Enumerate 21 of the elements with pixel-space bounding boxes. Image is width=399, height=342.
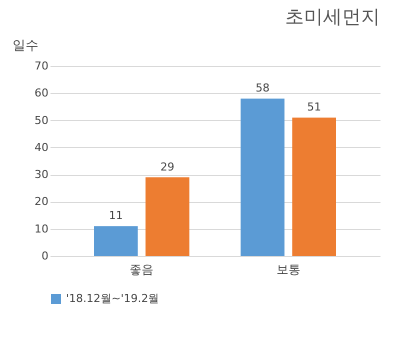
data-label: 29: [160, 160, 174, 174]
x-tick-label: 좋음: [130, 262, 154, 276]
data-label: 11: [108, 209, 123, 222]
y-tick-label: 20: [34, 195, 48, 208]
bar: [240, 98, 284, 256]
chart-title: 초미세먼지: [285, 6, 380, 28]
y-tick-label: 60: [34, 86, 48, 100]
y-tick-label: 40: [34, 140, 48, 154]
x-tick-label: 보통: [276, 262, 300, 276]
y-tick-label: 70: [34, 60, 48, 72]
legend-label: '18.12월~'19.2월: [66, 292, 160, 305]
bar: [94, 226, 138, 256]
y-tick-label: 50: [34, 114, 48, 127]
y-tick-label: 0: [42, 250, 48, 262]
data-label: 51: [307, 100, 322, 114]
y-axis-title: 일수: [12, 38, 38, 54]
bar: [146, 177, 190, 256]
bar: [292, 118, 336, 256]
data-label: 58: [256, 82, 270, 95]
y-tick-label: 10: [34, 222, 48, 236]
y-tick-label: 30: [34, 168, 48, 182]
